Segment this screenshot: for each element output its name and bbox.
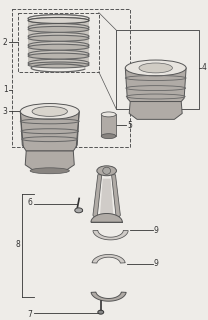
Ellipse shape <box>103 167 111 174</box>
Text: 8: 8 <box>16 240 20 249</box>
Ellipse shape <box>125 60 186 76</box>
Polygon shape <box>93 230 128 240</box>
Ellipse shape <box>28 53 89 59</box>
Ellipse shape <box>98 310 104 314</box>
Text: 9: 9 <box>154 259 159 268</box>
Ellipse shape <box>32 107 67 116</box>
Ellipse shape <box>97 166 116 176</box>
Text: 6: 6 <box>27 198 32 207</box>
Ellipse shape <box>28 18 89 23</box>
Text: 7: 7 <box>27 310 32 319</box>
Polygon shape <box>91 213 122 222</box>
Ellipse shape <box>30 168 69 174</box>
Text: 5: 5 <box>127 121 132 130</box>
Polygon shape <box>25 151 74 171</box>
Text: 3: 3 <box>3 107 7 116</box>
Text: 2: 2 <box>3 38 7 47</box>
Polygon shape <box>91 292 126 301</box>
Polygon shape <box>125 68 186 101</box>
Ellipse shape <box>28 44 89 50</box>
Ellipse shape <box>28 15 89 22</box>
Ellipse shape <box>28 35 89 41</box>
Ellipse shape <box>75 208 83 213</box>
Ellipse shape <box>28 18 89 23</box>
Ellipse shape <box>139 63 172 73</box>
Ellipse shape <box>28 27 89 32</box>
Polygon shape <box>100 179 114 217</box>
Polygon shape <box>93 175 102 220</box>
Polygon shape <box>101 115 116 136</box>
Polygon shape <box>92 254 125 263</box>
Polygon shape <box>20 111 79 151</box>
Ellipse shape <box>101 134 116 139</box>
Text: 1: 1 <box>3 85 7 94</box>
Text: 4: 4 <box>202 63 207 72</box>
Ellipse shape <box>28 62 89 68</box>
Polygon shape <box>111 175 120 220</box>
Text: 9: 9 <box>154 226 159 235</box>
Polygon shape <box>28 20 89 65</box>
Ellipse shape <box>20 104 79 119</box>
Ellipse shape <box>101 112 116 117</box>
Polygon shape <box>129 101 182 119</box>
